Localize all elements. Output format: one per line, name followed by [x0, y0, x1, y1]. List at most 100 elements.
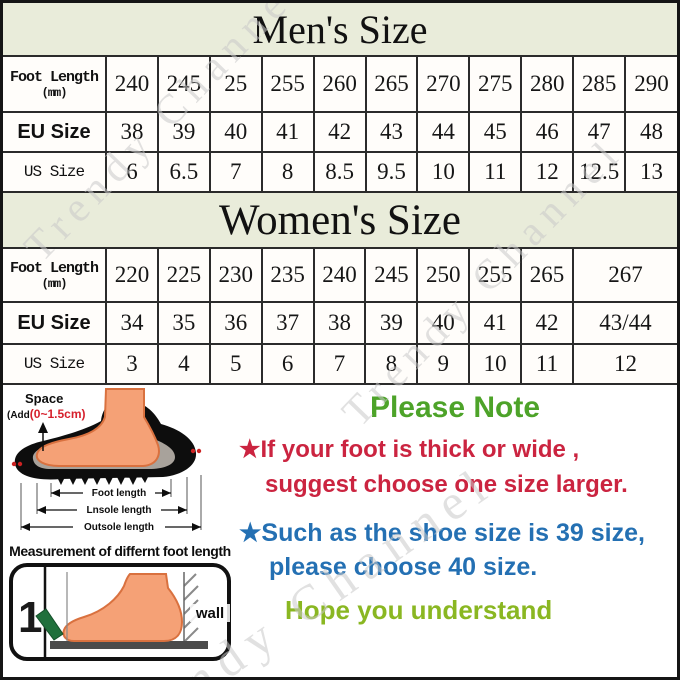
pencil-icon	[35, 608, 64, 641]
size-cell: 8	[364, 343, 419, 385]
size-cell: 13	[624, 151, 677, 193]
row-label-text: EU Size	[17, 311, 91, 334]
size-cell: 5	[208, 343, 263, 385]
size-cell: 11	[520, 343, 574, 385]
wall-measurement-diagram: 1 wall	[9, 563, 231, 661]
size-cell: 255	[260, 55, 315, 113]
size-cell: 240	[312, 247, 367, 303]
row-label-text: EU Size	[17, 120, 91, 143]
size-cell: 25	[208, 55, 263, 113]
svg-text:Foot length: Foot length	[92, 488, 146, 499]
wall-label: wall	[195, 605, 224, 622]
size-cell: 8	[260, 151, 315, 193]
svg-text:Outsole length: Outsole length	[84, 522, 154, 533]
size-cell: 225	[156, 247, 211, 303]
size-cell: 290	[624, 55, 677, 113]
foot-shape	[35, 388, 160, 467]
toe-marker	[17, 461, 23, 467]
note-panel: Please Note ★If your foot is thick or wi…	[237, 385, 677, 665]
size-cell: 43	[364, 111, 419, 153]
mens-row-2: US Size 6 6.5 7 8 8.5 9.5 10 11 12 12.5 13	[3, 151, 677, 193]
row-label: Foot Length (mm)	[3, 247, 107, 303]
size-cell: 280	[520, 55, 575, 113]
size-cell: 267	[572, 247, 677, 303]
mens-size-table: Foot Length (mm) 240 245 25 255 260 265 270 275 28…	[3, 55, 677, 193]
row-label-sub: (mm)	[41, 276, 68, 291]
toe-marker	[11, 461, 17, 467]
size-cell: 38	[105, 111, 159, 153]
size-cell: 38	[312, 301, 367, 345]
note-title: Please Note	[369, 391, 541, 424]
size-cell: 235	[260, 247, 315, 303]
size-cell: 270	[416, 55, 471, 113]
size-cell: 39	[156, 111, 211, 153]
size-cell: 240	[105, 55, 159, 113]
diagram-caption: Measurement of differnt foot length	[9, 543, 231, 559]
foot-length-arrow: Foot length	[51, 485, 171, 499]
wall-label-bg	[190, 604, 230, 622]
row-label-text: US Size	[23, 355, 85, 373]
size-cell: 12.5	[572, 151, 627, 193]
size-cell: 39	[364, 301, 419, 345]
note-line-green: Hope you understand	[285, 595, 553, 625]
size-cell: 35	[156, 301, 211, 345]
row-label-text: Foot Length	[9, 259, 99, 277]
size-cell: 42	[312, 111, 367, 153]
mens-row-0: Foot Length (mm) 240 245 25 255 260 265 270 275 28…	[3, 55, 677, 113]
size-cell: 245	[364, 247, 419, 303]
size-cell: 10	[468, 343, 522, 385]
size-cell: 255	[468, 247, 522, 303]
space-add-label: (Add(0~1.5cm)	[7, 407, 85, 421]
size-cell: 43/44	[572, 301, 677, 345]
size-cell: 9	[416, 343, 471, 385]
size-cell: 3	[105, 343, 159, 385]
size-cell: 260	[312, 55, 367, 113]
size-cell: 41	[468, 301, 522, 345]
size-cell: 220	[105, 247, 159, 303]
size-cell: 40	[416, 301, 471, 345]
size-cell: 48	[624, 111, 677, 153]
note-line-blue-1: ★Such as the shoe size is 39 size,	[239, 519, 645, 547]
size-cell: 47	[572, 111, 627, 153]
size-cell: 10	[416, 151, 471, 193]
heel-marker	[190, 448, 196, 454]
svg-text:Lnsole length: Lnsole length	[87, 505, 152, 516]
size-cell: 11	[468, 151, 523, 193]
size-cell: 45	[468, 111, 523, 153]
size-cell: 265	[364, 55, 419, 113]
womens-row-1: EU Size 34 35 36 37 38 39 40 41 42 43/44	[3, 301, 677, 345]
note-line-red-2: suggest choose one size larger.	[265, 471, 628, 498]
size-cell: 42	[520, 301, 574, 345]
size-cell: 275	[468, 55, 523, 113]
size-cell: 6.5	[156, 151, 211, 193]
shoe-tread-shape	[55, 467, 151, 485]
size-cell: 34	[105, 301, 159, 345]
size-cell: 44	[416, 111, 471, 153]
size-cell: 6	[260, 343, 315, 385]
mens-size-title: Men's Size	[3, 3, 677, 55]
size-cell: 36	[208, 301, 263, 345]
size-cell: 40	[208, 111, 263, 153]
heel-marker	[196, 448, 202, 454]
row-label-text: Foot Length	[9, 68, 99, 86]
row-label: US Size	[3, 343, 107, 385]
row-label-text: US Size	[23, 163, 85, 181]
womens-row-2: US Size 3 4 5 6 7 8 9 10 11 12	[3, 343, 677, 385]
size-cell: 265	[520, 247, 574, 303]
guide-lines	[20, 475, 202, 530]
note-line-red-1: ★If your foot is thick or wide ,	[239, 436, 580, 463]
row-label: EU Size	[3, 301, 107, 345]
row-label-sub: (mm)	[41, 85, 68, 100]
row-label: Foot Length (mm)	[3, 55, 107, 113]
size-cell: 41	[260, 111, 315, 153]
size-cell: 6	[105, 151, 159, 193]
size-cell: 8.5	[312, 151, 367, 193]
size-cell: 250	[416, 247, 471, 303]
size-cell: 12	[572, 343, 677, 385]
space-arrowhead	[38, 422, 48, 433]
size-cell: 285	[572, 55, 627, 113]
size-cell: 245	[156, 55, 211, 113]
floor-bar	[50, 641, 208, 649]
foot-measurement-diagram: Space (Add(0~1.5cm)	[7, 388, 202, 533]
